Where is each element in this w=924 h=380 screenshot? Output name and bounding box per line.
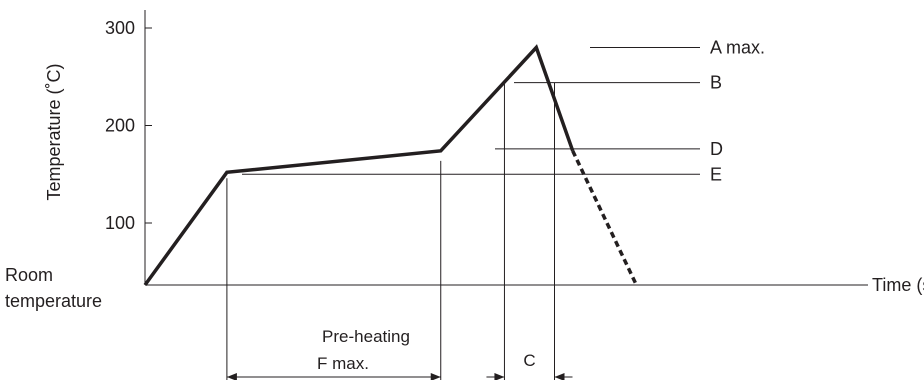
level-label-b: B [710, 73, 722, 93]
guide-lines [226, 47, 700, 380]
level-label-d: D [710, 139, 723, 159]
preheat-arrow-left [226, 373, 237, 380]
c-arrow-left [494, 373, 505, 380]
c-label: C [523, 351, 535, 370]
y-tick-label-100: 100 [105, 213, 135, 233]
c-arrow-right [554, 373, 565, 380]
x-axis-label: Time (s) [872, 275, 924, 295]
room-temp-label-line2: temperature [5, 291, 102, 311]
preheat-label-line1: Pre-heating [322, 327, 410, 346]
axes [144, 10, 868, 286]
y-axis-label: Temperature (˚C) [44, 63, 64, 200]
room-temp-label-line1: Room [5, 265, 53, 285]
temperature-curve [143, 44, 638, 287]
preheat-arrow-right [430, 373, 441, 380]
heating-profile-line [143, 44, 575, 287]
y-tick-label-200: 200 [105, 116, 135, 136]
level-label-amax: A max. [710, 38, 765, 58]
level-label-e: E [710, 164, 722, 184]
y-tick-label-300: 300 [105, 18, 135, 38]
cooling-dashed-line [571, 150, 638, 286]
preheat-label-line2: F max. [317, 354, 369, 373]
labels: 100 200 300 Temperature (˚C) Time (s) Room tem… [5, 18, 924, 373]
